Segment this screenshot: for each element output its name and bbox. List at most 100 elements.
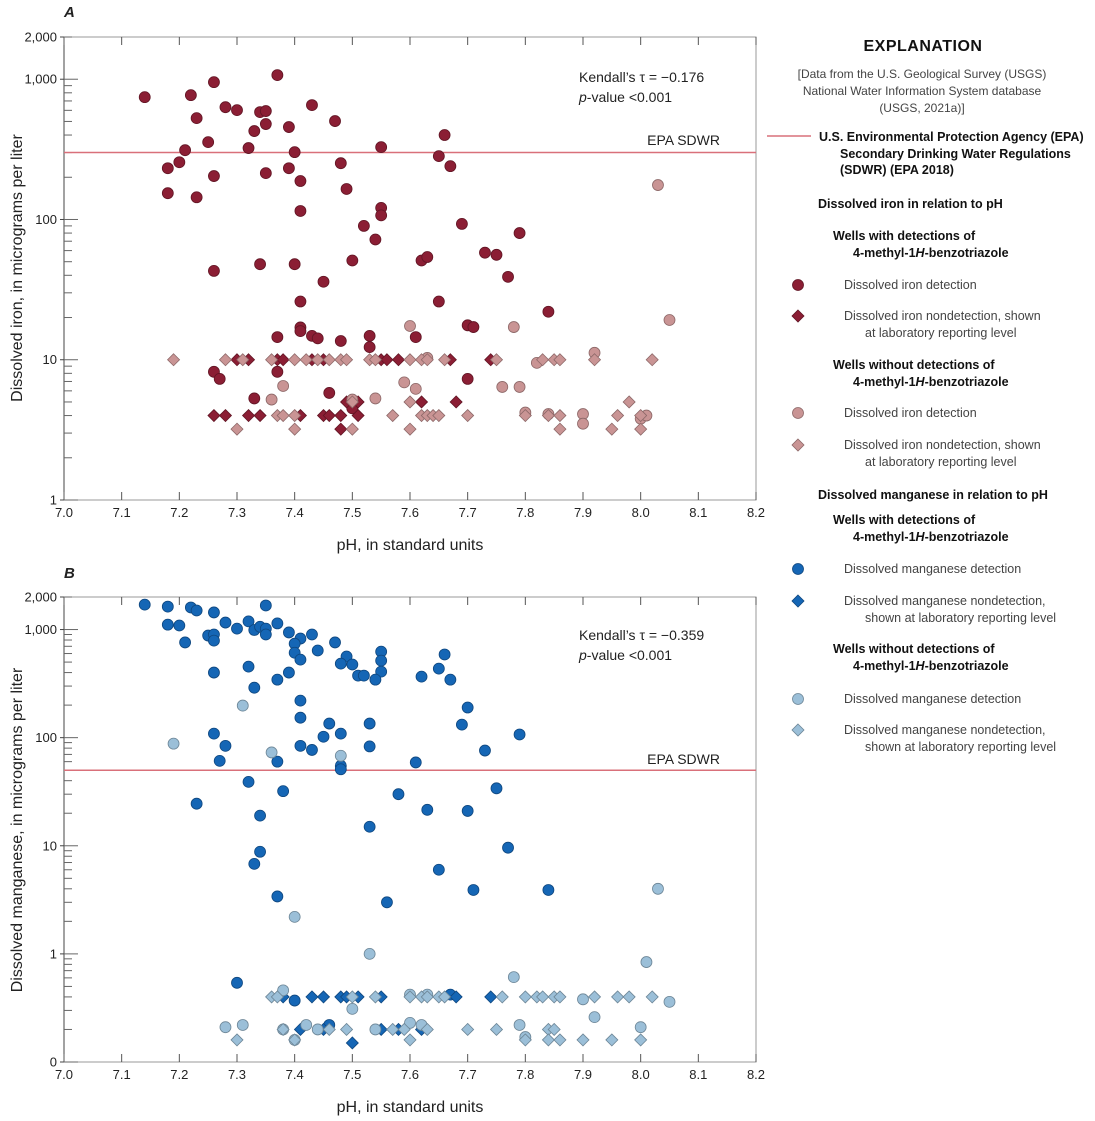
panel-b-point-circle: [577, 993, 589, 1006]
panel-b-point-circle: [219, 1021, 232, 1034]
panel-b-point-diamond: [587, 990, 602, 1004]
panel-b-point-circle: [369, 673, 382, 686]
panel-a-point-diamond: [449, 395, 463, 409]
panel-a-point-circle: [161, 187, 174, 200]
panel-a-x-tick-label: 8.2: [747, 505, 765, 520]
panel-b-point-diamond: [270, 990, 284, 1004]
panel-b-point-circle: [432, 863, 445, 876]
panel-a-point-circle: [340, 183, 353, 195]
panel-a-point-diamond: [432, 408, 446, 423]
panel-a-point-diamond: [386, 408, 400, 423]
panel-a-point-diamond: [403, 395, 417, 409]
p-rest: -value <0.001: [587, 89, 672, 105]
panel-b-point-circle: [300, 1019, 313, 1031]
panel-b-point-circle: [381, 896, 393, 909]
legend: EXPLANATION [Data from the U.S. Geologic…: [767, 38, 1084, 754]
panel-b-point-diamond: [386, 1022, 400, 1037]
panel-b-point-diamond: [322, 1022, 336, 1037]
legend-iron-with-1: Wells with detections of: [833, 229, 976, 243]
panel-a-point-diamond: [634, 408, 648, 423]
panel-a-point-circle: [363, 341, 376, 354]
panel-a-point-diamond: [553, 408, 567, 423]
panel-a-point-circle: [432, 295, 445, 308]
panel-b-point-circle: [334, 657, 347, 670]
panel-b-point-circle: [311, 1023, 324, 1036]
panel-a-y-tick-label: 1: [50, 493, 57, 508]
panel-a-point-circle: [294, 295, 307, 308]
panel-a-point-circle: [294, 205, 307, 217]
panel-a-point-circle: [190, 112, 203, 125]
panel-a-point-circle: [184, 89, 197, 102]
panel-b-point-diamond: [576, 1033, 590, 1047]
panel-a-point-circle: [363, 329, 376, 342]
panel-a-x-tick-label: 7.5: [343, 505, 361, 520]
panel-b-point-circle: [542, 884, 555, 896]
panel-a-kendall-tau: Kendall’s τ = −0.176: [579, 69, 704, 85]
panel-a-point-diamond: [299, 353, 313, 367]
t: H: [916, 246, 926, 260]
panel-b-point-circle: [363, 740, 376, 753]
t: -benzotriazole: [925, 659, 1009, 673]
panel-a-x-tick-label: 8.1: [689, 505, 707, 520]
panel-a-point-circle: [507, 321, 520, 333]
panel-b-point-circle: [294, 711, 307, 724]
legend-iron-with-2: 4-methyl-1H-benzotriazole: [853, 246, 1009, 260]
panel-a-point-circle: [375, 209, 388, 222]
panel-a-point-diamond: [207, 408, 221, 423]
panel-a-y-tick-label: 100: [35, 212, 57, 227]
panel-a-x-axis-title: pH, in standard units: [337, 537, 484, 554]
panel-a-point-circle: [479, 246, 491, 259]
panel-b-x-tick-label: 7.2: [170, 1067, 188, 1082]
t: 4-methyl-1: [853, 375, 916, 389]
panel-b-point-diamond: [634, 1033, 648, 1047]
panel-b-point-circle: [288, 910, 301, 923]
panel-b-point-circle: [254, 809, 266, 822]
panel-a-point-diamond: [276, 408, 290, 423]
panel-a-point-diamond: [265, 353, 279, 367]
t: 4-methyl-1: [853, 659, 916, 673]
panel-b-point-circle: [329, 636, 341, 649]
panel-b-label: B: [64, 565, 75, 582]
panel-a-point-circle: [282, 121, 295, 133]
panel-a-y-tick-label: 2,000: [24, 30, 57, 45]
panel-a-point-circle: [306, 99, 318, 111]
panel-a-point-circle: [346, 254, 359, 267]
panel-a-point-diamond: [345, 395, 359, 409]
panel-a-point-circle: [277, 380, 290, 392]
p-italic: p: [578, 647, 587, 663]
panel-b-series-2: [167, 699, 676, 1046]
panel-a-point-circle: [213, 373, 226, 385]
t: -benzotriazole: [925, 246, 1009, 260]
panel-a-point-circle: [496, 381, 509, 393]
panel-b-x-tick-label: 7.0: [55, 1067, 73, 1082]
legend-iron-without-detection-marker: [792, 407, 804, 419]
legend-mn-without-2: 4-methyl-1H-benzotriazole: [853, 659, 1009, 673]
panel-a-point-diamond: [322, 353, 336, 367]
panel-b-point-circle: [271, 673, 284, 686]
panel-a-point-diamond: [489, 353, 504, 367]
panel-a-p-value: p-value <0.001: [578, 89, 672, 105]
panel-a-point-diamond: [541, 408, 555, 423]
panel-a-point-circle: [542, 305, 555, 318]
panel-b-point-circle: [219, 739, 232, 752]
panel-b-x-tick-label: 7.7: [459, 1067, 477, 1082]
panel-a-point-diamond: [391, 353, 406, 367]
panel-a-point-circle: [467, 321, 480, 333]
panel-b-point-diamond: [345, 1036, 359, 1050]
circle-marker-icon: [792, 279, 804, 291]
circle-marker-icon: [792, 407, 804, 419]
legend-epa-3: (SDWR) (EPA 2018): [840, 163, 954, 177]
panel-b-point-circle: [259, 628, 272, 641]
panel-a-point-diamond: [414, 395, 429, 409]
panel-a-x-tick-label: 7.4: [286, 505, 304, 520]
panel-b-point-circle: [317, 730, 330, 743]
panel-a-point-diamond: [334, 408, 348, 423]
panel-b-y-tick-label: 10: [43, 838, 57, 853]
panel-a-point-circle: [259, 118, 272, 130]
panel-a-point-circle: [231, 104, 243, 117]
circle-marker-icon: [792, 693, 804, 705]
t: H: [916, 659, 926, 673]
legend-iron-with-nondetection-marker: [791, 309, 805, 323]
t: H: [916, 375, 926, 389]
panel-b-point-circle: [404, 1016, 416, 1029]
